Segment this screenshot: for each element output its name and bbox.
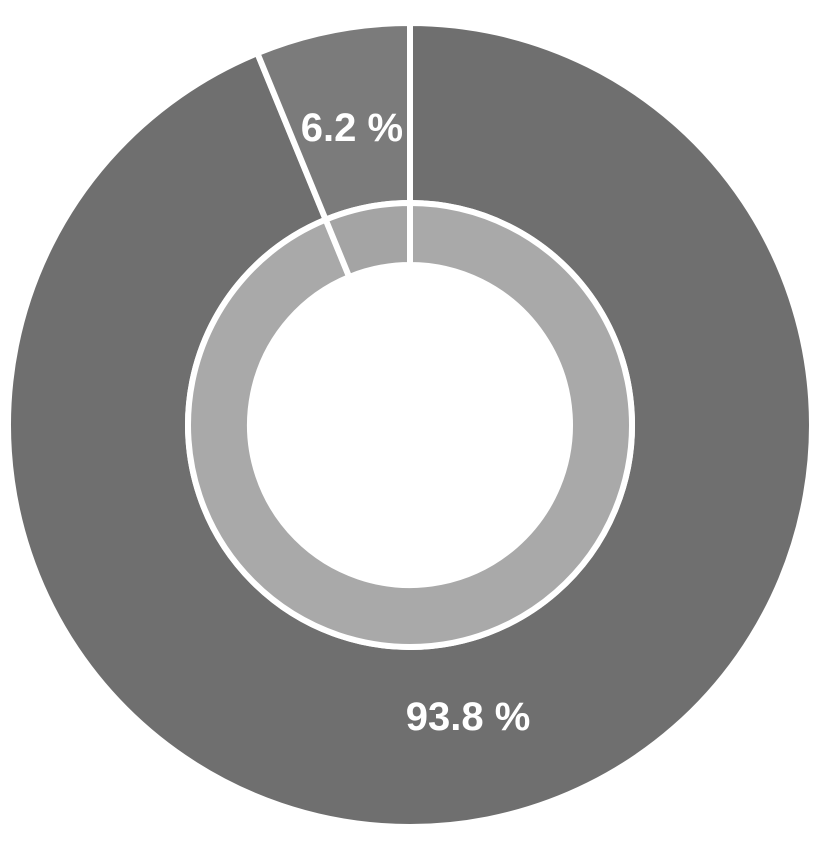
inner-slice: [321, 199, 413, 281]
data-label: 93.8 %: [406, 695, 531, 739]
inner-slice: [185, 199, 635, 650]
data-label: 6.2 %: [301, 106, 403, 150]
